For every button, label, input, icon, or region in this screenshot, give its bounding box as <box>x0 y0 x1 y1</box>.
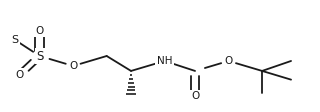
Text: S: S <box>12 35 19 45</box>
Text: O: O <box>69 61 77 71</box>
Text: NH: NH <box>157 56 172 66</box>
Text: O: O <box>191 91 199 101</box>
Text: O: O <box>16 70 24 80</box>
Text: S: S <box>36 50 43 62</box>
Text: O: O <box>36 26 44 36</box>
Text: O: O <box>224 56 233 66</box>
